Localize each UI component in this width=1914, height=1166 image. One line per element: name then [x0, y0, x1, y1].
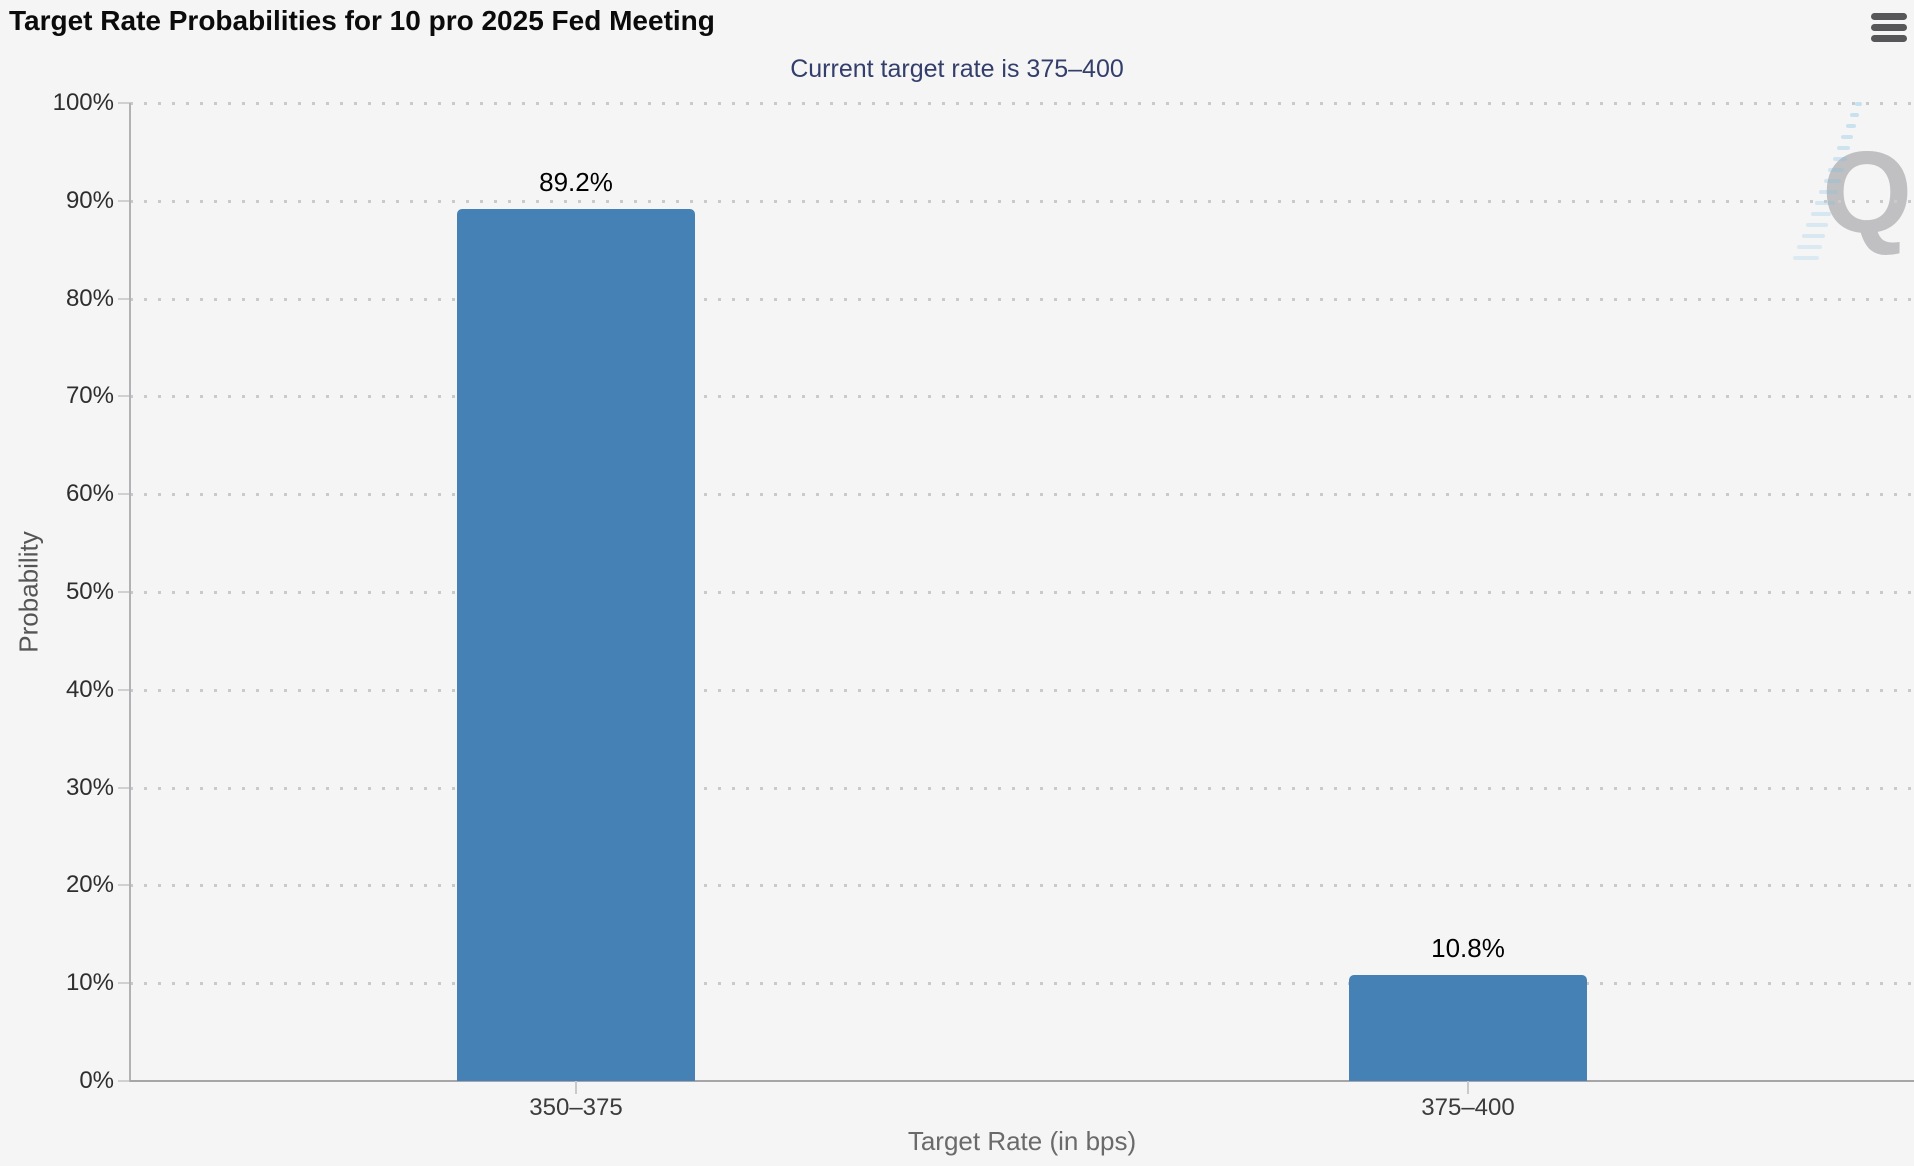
- y-tick-label: 90%: [65, 186, 114, 214]
- chart-bar-350–375[interactable]: [457, 208, 695, 1081]
- gridline-70%: [130, 395, 1914, 399]
- menu-button[interactable]: [1871, 13, 1907, 45]
- chart-bar-375–400[interactable]: [1349, 975, 1587, 1081]
- gridline-30%: [130, 786, 1914, 790]
- y-tick-mark: [118, 591, 130, 593]
- x-tick-label: 375–400: [1421, 1094, 1515, 1121]
- y-tick-label: 10%: [65, 969, 114, 997]
- y-tick-mark: [118, 786, 130, 789]
- gridline-90%: [130, 199, 1914, 203]
- gridline-60%: [130, 493, 1914, 497]
- y-tick-label: 40%: [65, 675, 114, 703]
- y-tick-label: 80%: [65, 284, 114, 312]
- y-tick-mark: [118, 1080, 130, 1082]
- gridline-80%: [130, 297, 1914, 301]
- chart-title: Target Rate Probabilities for 10 pro 202…: [9, 5, 715, 36]
- y-tick-label: 60%: [65, 480, 114, 508]
- y-tick-mark: [118, 199, 130, 202]
- gridline-10%: [130, 982, 1914, 986]
- gridline-50%: [130, 591, 1914, 594]
- y-tick-label: 20%: [65, 871, 114, 899]
- y-tick-label: 0%: [79, 1067, 114, 1094]
- y-tick-label: 70%: [65, 382, 114, 410]
- y-tick-mark: [118, 688, 130, 691]
- x-axis-title: Target Rate (in bps): [907, 1126, 1137, 1156]
- chart-subtitle: Current target rate is 375–400: [790, 55, 1124, 83]
- y-axis-title: Probability: [13, 531, 44, 653]
- y-tick-mark: [118, 102, 130, 104]
- y-axis-line: [129, 103, 131, 1082]
- y-tick-label: 30%: [65, 773, 114, 801]
- x-tick-mark: [575, 1081, 577, 1094]
- hamburger-icon: [1871, 13, 1907, 42]
- bar-value-label: 89.2%: [539, 166, 613, 197]
- y-tick-label: 50%: [65, 578, 114, 605]
- y-tick-mark: [118, 493, 130, 496]
- gridline-20%: [130, 884, 1914, 888]
- x-axis-line: [130, 1080, 1914, 1082]
- x-tick-label: 350–375: [529, 1094, 623, 1121]
- y-tick-label: 100%: [52, 89, 114, 116]
- gridline-100%: [130, 102, 1914, 105]
- y-tick-mark: [118, 982, 130, 985]
- y-tick-mark: [118, 884, 130, 887]
- gridline-40%: [130, 688, 1914, 692]
- y-tick-mark: [118, 395, 130, 398]
- y-tick-mark: [118, 297, 130, 300]
- bar-value-label: 10.8%: [1431, 933, 1505, 964]
- x-tick-mark: [1467, 1081, 1469, 1094]
